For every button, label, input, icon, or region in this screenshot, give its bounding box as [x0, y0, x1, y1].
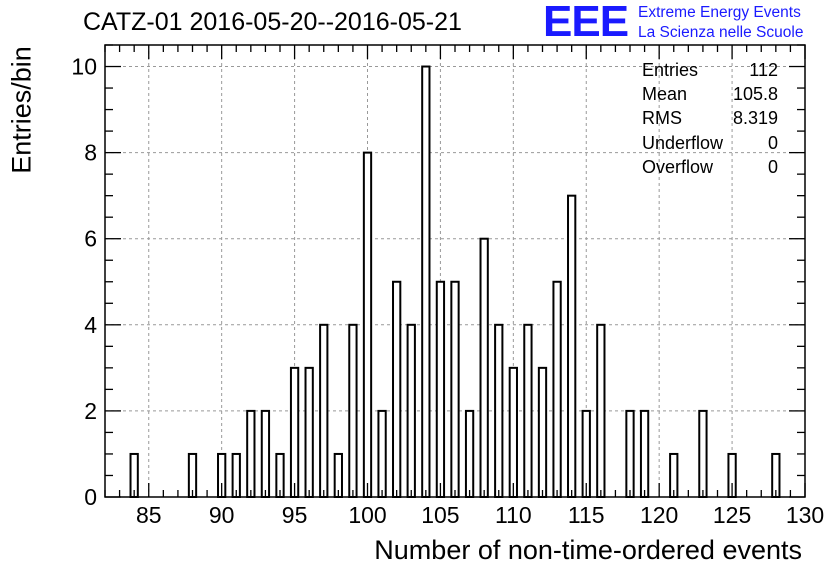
histogram-bar [537, 366, 548, 498]
stat-label: Overflow [642, 156, 714, 177]
x-tick-label: 105 [421, 502, 459, 528]
logo-line-2: La Scienza nelle Scuole [638, 24, 804, 41]
grid-lines [105, 45, 805, 497]
stat-value: 0 [767, 156, 778, 177]
axis-ticks [104, 44, 806, 498]
histogram-bar [392, 280, 402, 498]
y-axis-title: Entries/bin [6, 46, 37, 174]
x-tick-label: 85 [136, 502, 162, 528]
histogram-bar [435, 280, 446, 498]
x-axis-title: Number of non-time-ordered events [374, 535, 802, 565]
stats-box: Entries 112 Mean 105.8 RMS 8.319 Underfl… [642, 58, 778, 179]
x-tick-label: 110 [495, 502, 532, 528]
histogram-bars [129, 65, 781, 499]
stat-label: Mean [642, 84, 688, 105]
y-tick-label: 10 [71, 54, 97, 80]
axis-tick-labels: 85 90 95 100 105 110 115 120 125 130 0 2 4 6 8 10 [71, 54, 824, 528]
histogram-bar [464, 409, 475, 498]
histogram-bar [260, 409, 271, 498]
histogram-bar [494, 323, 504, 498]
stat-label: Underflow [642, 132, 724, 153]
x-tick-label: 130 [786, 502, 824, 528]
eee-logo: EEE [543, 0, 629, 46]
histogram-bar [596, 323, 606, 498]
x-tick-label: 120 [640, 502, 678, 528]
histogram-bar [523, 323, 533, 498]
histogram-bar [348, 323, 358, 498]
histogram-bar [479, 237, 489, 498]
chart-title: CATZ-01 2016-05-20--2016-05-21 [83, 8, 462, 36]
stat-label: RMS [642, 108, 682, 129]
histogram-bar [639, 409, 650, 498]
y-tick-label: 6 [84, 226, 97, 252]
x-tick-label: 100 [348, 502, 386, 528]
histogram-bar [406, 323, 416, 498]
stat-row-rms: RMS 8.319 [642, 106, 778, 130]
x-tick-label: 90 [209, 502, 235, 528]
logo-line-1: Extreme Energy Events [638, 4, 801, 21]
histogram-bar [625, 409, 635, 498]
histogram-bar [450, 280, 460, 498]
y-tick-label: 2 [84, 398, 97, 424]
stat-value: 0 [767, 132, 778, 153]
stat-row-mean: Mean 105.8 [642, 82, 778, 106]
x-tick-label: 125 [713, 502, 751, 528]
y-tick-label: 8 [84, 140, 97, 166]
histogram-bar [508, 366, 518, 498]
stat-value: 105.8 [732, 84, 778, 105]
stat-value: 8.319 [732, 108, 778, 129]
stat-row-entries: Entries 112 [642, 58, 778, 82]
stat-row-underflow: Underflow 0 [642, 131, 778, 155]
histogram-bar [698, 409, 708, 498]
histogram-bar [552, 280, 562, 498]
histogram-bar [421, 65, 431, 499]
x-tick-label: 115 [568, 502, 605, 528]
stat-label: Entries [642, 60, 699, 80]
histogram-bar [362, 151, 373, 498]
y-tick-label: 4 [84, 312, 97, 338]
histogram-bar [246, 409, 256, 498]
stat-row-overflow: Overflow 0 [642, 155, 778, 179]
histogram-bar [567, 194, 577, 499]
x-tick-label: 95 [282, 502, 308, 528]
histogram-bar [289, 366, 300, 498]
histogram-bar [377, 409, 387, 498]
histogram-bar [319, 323, 329, 498]
histogram-bar [304, 366, 314, 498]
stat-value: 112 [749, 60, 778, 80]
y-tick-label: 0 [84, 484, 97, 510]
